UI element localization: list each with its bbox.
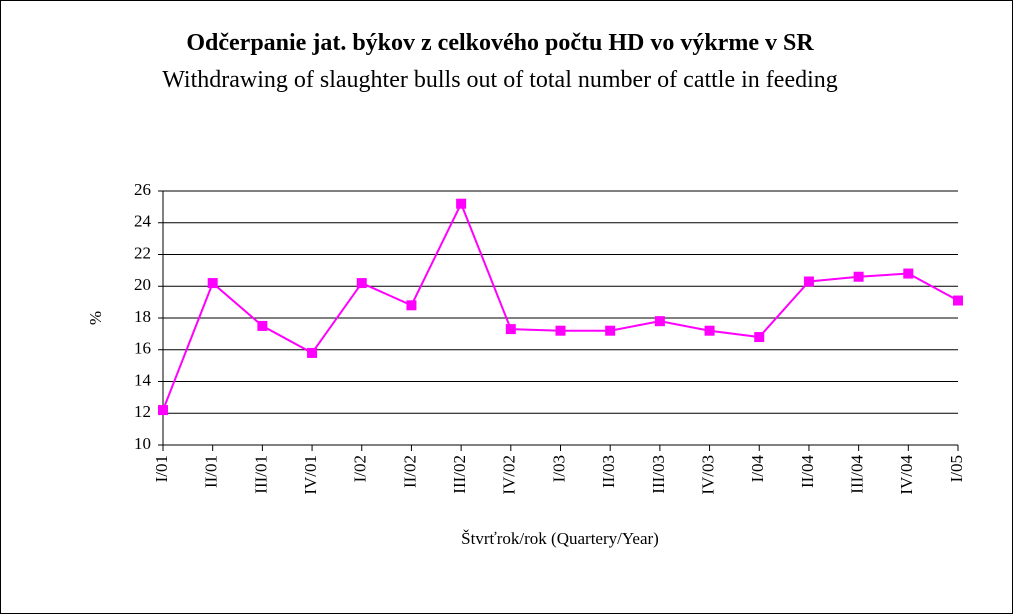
x-tick-label: I/01	[152, 455, 171, 482]
point	[803, 276, 814, 287]
y-tick-label: 22	[134, 243, 151, 262]
titles: Odčerpanie jat. býkov z celkového počtu …	[120, 26, 880, 100]
x-tick-label: I/04	[748, 455, 767, 483]
point	[754, 332, 765, 343]
point	[953, 295, 963, 306]
point	[307, 347, 318, 358]
y-axis-label: %	[86, 311, 105, 325]
y-tick-label: 24	[134, 212, 152, 231]
point	[158, 405, 168, 416]
y-tick-label: 10	[134, 434, 151, 453]
x-tick-label: II/01	[202, 455, 221, 488]
x-tick-label: IV/01	[301, 455, 320, 495]
point	[505, 324, 516, 335]
y-tick-label: 12	[134, 402, 151, 421]
point	[853, 271, 864, 282]
x-tick-label: III/02	[450, 455, 469, 494]
x-tick-label: II/04	[798, 455, 817, 489]
x-axis-label: Štvrťrok/rok (Quartery/Year)	[461, 529, 659, 548]
point	[654, 316, 665, 327]
y-tick-label: 18	[134, 307, 151, 326]
y-tick-label: 20	[134, 275, 151, 294]
x-tick-label: III/04	[848, 455, 867, 494]
point	[257, 320, 268, 331]
point	[456, 198, 467, 209]
point	[406, 300, 417, 311]
point	[555, 325, 566, 336]
series-line	[162, 201, 959, 411]
x-tick-label: I/05	[947, 455, 966, 482]
point	[605, 325, 616, 336]
point	[903, 268, 914, 279]
y-tick-label: 26	[134, 180, 151, 199]
y-tick-label: 16	[134, 339, 151, 358]
x-tick-label: III/01	[251, 455, 270, 494]
x-tick-label: I/02	[351, 455, 370, 482]
y-tick-label: 14	[134, 370, 152, 389]
x-tick-label: II/03	[599, 455, 618, 488]
x-tick-label: II/02	[400, 455, 419, 488]
point	[356, 278, 367, 289]
chart-title: Odčerpanie jat. býkov z celkového počtu …	[186, 30, 814, 56]
point	[207, 278, 218, 289]
x-tick-label: I/03	[549, 455, 568, 482]
x-tick-label: IV/04	[897, 455, 916, 495]
chart-subtitle: Withdrawing of slaughter bulls out of to…	[162, 67, 838, 93]
x-tick-label: IV/03	[698, 455, 717, 495]
x-tick-label: IV/02	[500, 455, 519, 495]
point	[704, 325, 715, 336]
x-tick-label: III/03	[649, 455, 668, 494]
